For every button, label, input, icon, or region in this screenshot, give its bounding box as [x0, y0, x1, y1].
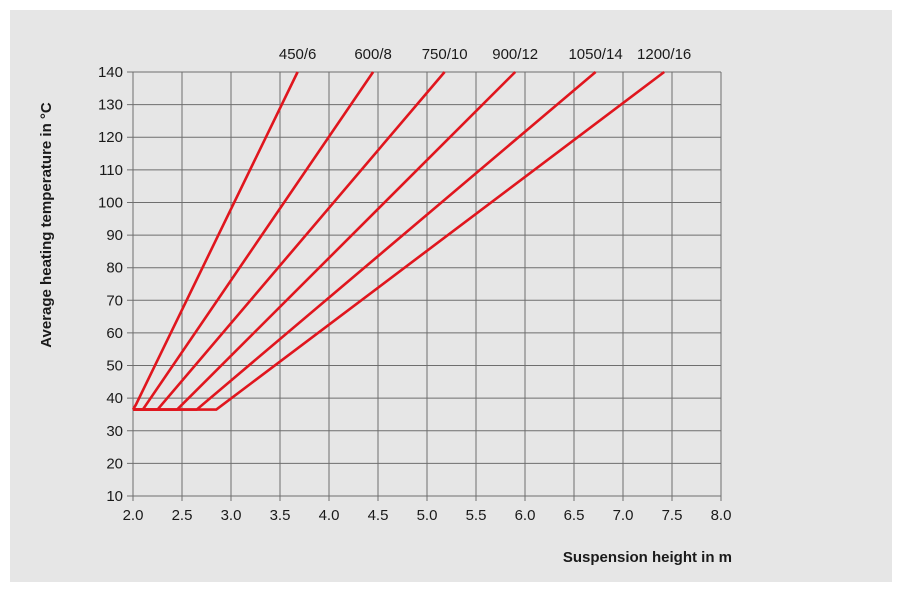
series-label: 1200/16: [637, 46, 691, 63]
series-label: 750/10: [422, 46, 468, 63]
x-axis-ticks: 2.0 2.5 3.0 3.5 4.0 4.5 5.0 5.5 6.0 6.5 7.0 7.5 8.0: [123, 507, 732, 524]
y-tick-label: 80: [106, 260, 123, 277]
x-tick-label: 2.5: [172, 507, 193, 524]
series-label: 900/12: [492, 46, 538, 63]
y-axis-title: Average heating temperature in °C: [38, 102, 55, 348]
x-tick-label: 7.0: [613, 507, 634, 524]
y-tick-label: 10: [106, 488, 123, 505]
x-tick-label: 4.5: [368, 507, 389, 524]
x-tick-label: 3.5: [270, 507, 291, 524]
y-tick-label: 50: [106, 358, 123, 375]
y-tick-label: 110: [99, 162, 123, 179]
y-axis-ticks: 10 20 30 40 50 60 70 80 90 100 110 120 130 140: [98, 64, 123, 505]
chart-panel: 2.0 2.5 3.0 3.5 4.0 4.5 5.0 5.5 6.0 6.5 7.0 7.5 8.0 …: [10, 10, 892, 582]
series-label: 1050/14: [568, 46, 622, 63]
x-tick-label: 7.5: [662, 507, 683, 524]
series-line: [131, 71, 299, 411]
y-tick-label: 60: [106, 325, 123, 342]
y-tick-label: 30: [106, 423, 123, 440]
x-tick-label: 6.0: [515, 507, 536, 524]
y-tick-label: 40: [106, 390, 123, 407]
series-line: [133, 71, 517, 411]
x-tick-label: 3.0: [221, 507, 242, 524]
y-tick-label: 70: [106, 292, 123, 309]
y-tick-label: 100: [98, 194, 123, 211]
y-tick-label: 120: [98, 129, 123, 146]
line-chart: 2.0 2.5 3.0 3.5 4.0 4.5 5.0 5.5 6.0 6.5 7.0 7.5 8.0 …: [38, 46, 732, 566]
series-line: [133, 71, 597, 411]
series-lines: [131, 70, 665, 411]
series-labels: 450/6 600/8 750/10 900/12 1050/14 1200/16: [279, 46, 691, 63]
x-axis-title: Suspension height in m: [563, 549, 732, 566]
x-tick-label: 5.5: [466, 507, 487, 524]
x-tick-label: 5.0: [417, 507, 438, 524]
series-label: 450/6: [279, 46, 317, 63]
x-tick-label: 8.0: [711, 507, 732, 524]
y-tick-label: 130: [98, 97, 123, 114]
grid: [127, 71, 722, 501]
y-tick-label: 20: [106, 455, 123, 472]
series-label: 600/8: [354, 46, 392, 63]
series-line: [133, 71, 375, 411]
x-tick-label: 4.0: [319, 507, 340, 524]
y-tick-label: 90: [106, 227, 123, 244]
series-line: [133, 70, 665, 411]
x-tick-label: 2.0: [123, 507, 144, 524]
y-tick-label: 140: [98, 64, 123, 81]
x-tick-label: 6.5: [564, 507, 585, 524]
